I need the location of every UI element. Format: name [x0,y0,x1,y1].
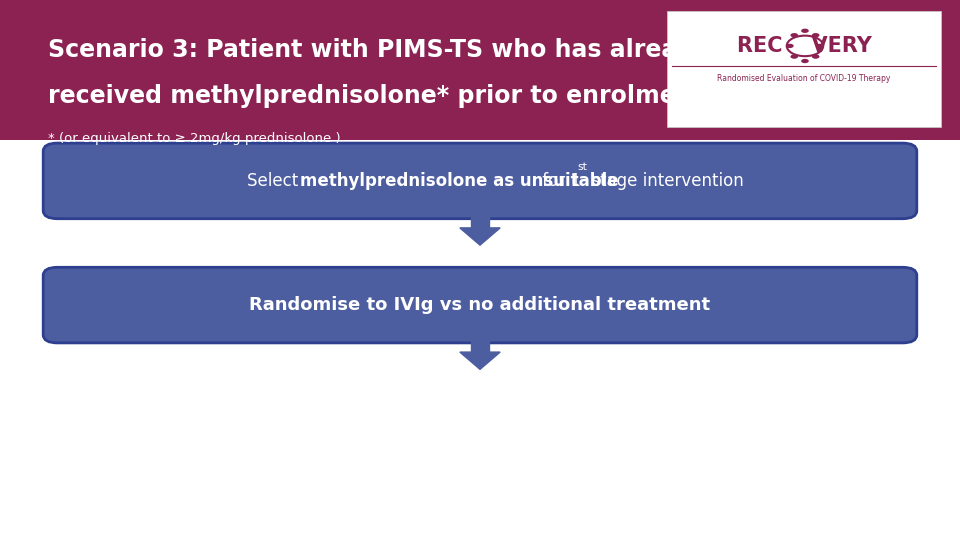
Text: methylprednisolone as unsuitable: methylprednisolone as unsuitable [300,172,619,190]
FancyBboxPatch shape [471,211,489,228]
FancyBboxPatch shape [471,335,489,352]
FancyBboxPatch shape [0,0,960,140]
Text: REC    VERY: REC VERY [736,36,872,56]
Text: stage intervention: stage intervention [586,172,744,190]
FancyBboxPatch shape [43,267,917,343]
Circle shape [812,55,820,59]
Circle shape [790,55,798,59]
Text: Randomise to IVIg vs no additional treatment: Randomise to IVIg vs no additional treat… [250,296,710,314]
Text: received methylprednisolone* prior to enrolment: received methylprednisolone* prior to en… [48,84,704,107]
Text: Select: Select [247,172,308,190]
FancyBboxPatch shape [667,11,941,127]
Text: Randomised Evaluation of COVID-19 Therapy: Randomised Evaluation of COVID-19 Therap… [717,74,891,83]
Circle shape [786,44,794,48]
Circle shape [801,59,808,63]
Text: st: st [577,162,588,172]
FancyBboxPatch shape [43,143,917,219]
Polygon shape [460,352,500,369]
Circle shape [790,33,798,37]
Text: * (or equivalent to ≥ 2mg/kg prednisolone ): * (or equivalent to ≥ 2mg/kg prednisolon… [48,132,341,145]
Text: for 1: for 1 [537,172,581,190]
Circle shape [812,33,820,37]
Circle shape [801,29,808,33]
Circle shape [816,44,824,48]
Polygon shape [460,228,500,245]
Text: Scenario 3: Patient with PIMS-TS who has already: Scenario 3: Patient with PIMS-TS who has… [48,38,709,62]
